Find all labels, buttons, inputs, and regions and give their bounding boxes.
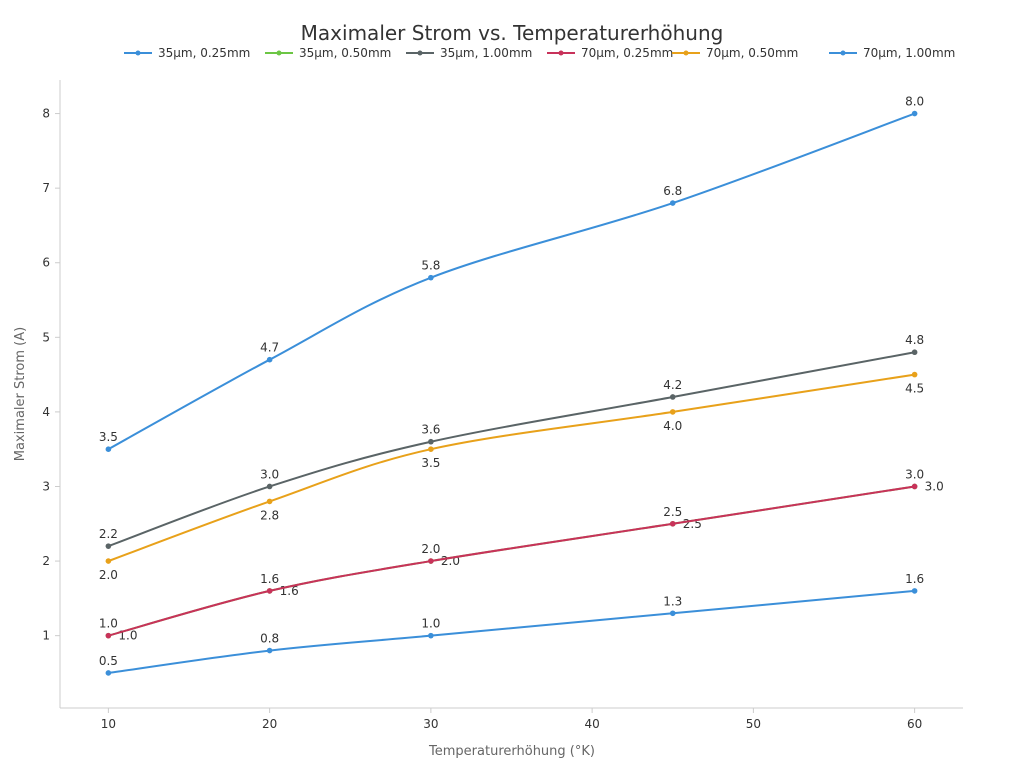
data-point bbox=[911, 371, 918, 378]
data-point bbox=[669, 520, 676, 527]
series-group: 0.5 0.8 1.0 1.3 1.6 1.0 1.6 2.0 2.5 3.0 2.2 3.0 3.6 4… bbox=[99, 95, 944, 676]
data-point bbox=[669, 409, 676, 415]
x-tick-label: 20 bbox=[262, 717, 277, 731]
legend-label: 35µm, 0.50mm bbox=[299, 46, 391, 60]
y-tick-label: 8 bbox=[42, 107, 50, 121]
data-label: 2.8 bbox=[260, 508, 279, 522]
legend-marker bbox=[135, 50, 141, 56]
series-2: 2.2 3.0 3.6 4.2 4.8 bbox=[99, 333, 924, 549]
x-tick-label: 10 bbox=[101, 717, 116, 731]
data-label: 3.0 bbox=[260, 467, 279, 481]
series-line bbox=[107, 112, 915, 451]
legend-label: 70µm, 1.00mm bbox=[863, 46, 955, 60]
data-label: 1.0 bbox=[421, 617, 440, 631]
legend-marker bbox=[558, 50, 564, 56]
y-axis-label: Maximaler Strom (A) bbox=[13, 327, 28, 461]
data-point bbox=[266, 483, 273, 490]
legend-label: 35µm, 1.00mm bbox=[440, 46, 532, 60]
y-tick-label: 6 bbox=[42, 256, 50, 270]
series-line bbox=[108, 485, 915, 637]
data-label: 3.5 bbox=[421, 456, 440, 470]
data-point bbox=[105, 558, 112, 564]
data-label: 1.3 bbox=[663, 594, 682, 608]
series-line bbox=[108, 351, 915, 548]
data-point bbox=[911, 483, 918, 490]
y-tick-label: 7 bbox=[42, 181, 50, 195]
data-point bbox=[669, 394, 676, 400]
y-tick-label: 3 bbox=[42, 479, 50, 493]
x-ticks: 10 20 30 40 50 60 bbox=[101, 708, 922, 731]
data-point bbox=[669, 200, 676, 206]
data-label: 1.0 bbox=[99, 617, 118, 631]
data-label: 2.5 bbox=[663, 505, 682, 519]
legend: 35µm, 0.25mm 35µm, 0.50mm 35µm, 1.00mm 70µm… bbox=[124, 46, 955, 60]
data-label: 4.0 bbox=[663, 419, 682, 433]
series-0: 0.5 0.8 1.0 1.3 1.6 bbox=[99, 572, 924, 676]
data-point bbox=[428, 438, 434, 445]
legend-label: 35µm, 0.25mm bbox=[158, 46, 250, 60]
data-point bbox=[266, 647, 273, 654]
data-point bbox=[911, 588, 918, 594]
data-label: 2.0 bbox=[99, 568, 118, 582]
data-point bbox=[911, 349, 918, 356]
series-5: 3.5 4.7 5.8 6.8 8.0 bbox=[99, 95, 924, 452]
data-label: 1.6 bbox=[260, 572, 279, 586]
legend-marker bbox=[683, 50, 689, 56]
data-point bbox=[428, 446, 434, 452]
data-point bbox=[669, 610, 676, 617]
data-label: 3.0 bbox=[925, 479, 944, 493]
legend-marker bbox=[840, 50, 846, 56]
data-point bbox=[105, 670, 112, 676]
y-tick-label: 5 bbox=[42, 330, 50, 344]
data-label: 4.7 bbox=[260, 341, 279, 355]
x-tick-label: 60 bbox=[907, 717, 922, 731]
series-line bbox=[108, 589, 915, 674]
data-point bbox=[266, 356, 273, 363]
series-4: 2.0 2.8 3.5 4.0 4.5 bbox=[99, 371, 924, 582]
data-label: 3.6 bbox=[421, 423, 440, 437]
data-point bbox=[428, 274, 434, 281]
data-label: 6.8 bbox=[663, 184, 682, 198]
data-point bbox=[105, 543, 112, 549]
x-tick-label: 30 bbox=[423, 717, 438, 731]
series-line bbox=[108, 485, 915, 637]
data-point bbox=[428, 632, 434, 639]
y-tick-label: 1 bbox=[42, 629, 50, 643]
data-label: 4.8 bbox=[905, 333, 924, 347]
series-1: 1.0 1.6 2.0 2.5 3.0 bbox=[105, 479, 944, 643]
data-label: 4.5 bbox=[905, 382, 924, 396]
legend-marker bbox=[417, 50, 423, 56]
data-label: 0.5 bbox=[99, 654, 118, 668]
data-label: 0.8 bbox=[260, 632, 279, 646]
data-point bbox=[266, 498, 273, 505]
data-label: 3.0 bbox=[905, 467, 924, 481]
chart-title: Maximaler Strom vs. Temperaturerhöhung bbox=[301, 21, 724, 45]
y-ticks: 1 2 3 4 5 6 7 8 bbox=[42, 107, 60, 643]
legend-label: 70µm, 0.25mm bbox=[581, 46, 673, 60]
data-point bbox=[105, 632, 112, 639]
data-label: 2.2 bbox=[99, 527, 118, 541]
x-tick-label: 50 bbox=[746, 717, 761, 731]
data-point bbox=[428, 558, 434, 564]
x-axis-label: Temperaturerhöhung (°K) bbox=[428, 744, 595, 759]
series-line bbox=[108, 373, 915, 563]
data-label: 3.5 bbox=[99, 430, 118, 444]
data-label: 4.2 bbox=[663, 378, 682, 392]
data-point bbox=[105, 446, 112, 452]
data-label: 5.8 bbox=[421, 259, 440, 273]
data-label: 8.0 bbox=[905, 95, 924, 109]
data-point bbox=[266, 588, 273, 594]
legend-label: 70µm, 0.50mm bbox=[706, 46, 798, 60]
y-tick-label: 4 bbox=[42, 405, 50, 419]
series-3: 1.0 1.6 2.0 2.5 3.0 bbox=[99, 467, 924, 639]
data-label: 2.0 bbox=[421, 542, 440, 556]
data-label: 1.6 bbox=[905, 572, 924, 586]
y-tick-label: 2 bbox=[42, 554, 50, 568]
x-tick-label: 40 bbox=[584, 717, 599, 731]
legend-marker bbox=[276, 50, 282, 56]
data-point bbox=[911, 110, 918, 117]
